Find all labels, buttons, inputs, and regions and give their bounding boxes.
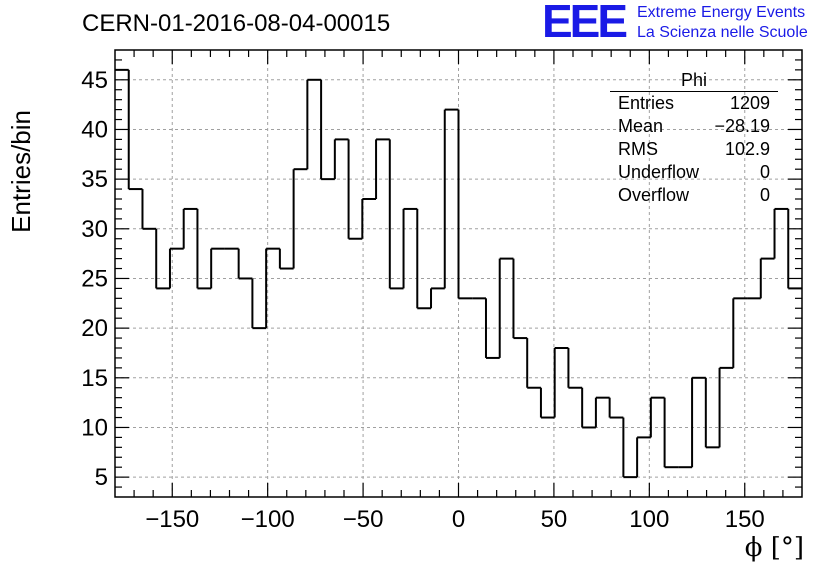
histogram-bin: [251, 278, 267, 330]
x-tick-label: −100: [241, 506, 295, 533]
stats-label: RMS: [618, 139, 658, 159]
histogram-bin: [663, 397, 679, 469]
histogram-bin: [622, 417, 638, 479]
histogram-bin: [567, 348, 583, 389]
histogram-bin: [196, 208, 212, 290]
histogram-bin: [636, 436, 651, 478]
histogram-bin: [168, 247, 184, 289]
histogram-bin: [141, 189, 157, 230]
histogram-bin: [443, 108, 459, 289]
histogram-bin: [278, 248, 294, 270]
stats-value: 0: [759, 185, 770, 205]
histogram-bin: [182, 207, 198, 249]
plot-title: CERN-01-2016-08-04-00015: [82, 10, 391, 37]
y-tick-label: 45: [81, 67, 108, 94]
stats-box: Phi Entries 1209 Mean −28.19 RMS 102.9 U…: [610, 70, 778, 207]
histogram-bin: [498, 257, 514, 358]
y-tick-label: 40: [81, 116, 108, 143]
stats-label: Underflow: [618, 162, 700, 182]
y-tick-label: 20: [81, 315, 108, 342]
stats-value: −28.19: [714, 116, 770, 136]
y-tick-label: 30: [81, 216, 108, 243]
x-tick-label: 150: [725, 506, 765, 533]
histogram-bin: [732, 297, 748, 368]
histogram-bin: [237, 248, 253, 280]
histogram-bin: [333, 138, 349, 180]
stats-value: 1209: [729, 93, 770, 113]
histogram-bin: [320, 79, 335, 181]
logo-line-1: Extreme Energy Events: [637, 4, 806, 21]
x-tick-label: −150: [145, 506, 199, 533]
histogram-bin: [649, 396, 665, 438]
stats-title: Phi: [610, 70, 778, 92]
histogram-bin: [718, 366, 734, 448]
histogram-bin: [512, 258, 528, 340]
y-axis-label: Entries/bin: [6, 110, 36, 233]
histogram-bin: [526, 338, 541, 389]
x-axis-label: ϕ [°]: [744, 533, 804, 563]
stats-label: Entries: [618, 93, 675, 113]
histogram-bin: [594, 396, 610, 428]
eee-logo: EEE: [542, 0, 628, 47]
stats-row-rms: RMS 102.9: [610, 138, 778, 161]
histogram-bin: [402, 207, 418, 289]
stats-row-mean: Mean −28.19: [610, 115, 778, 138]
histogram-bin: [361, 198, 377, 239]
histogram-bin: [210, 247, 225, 289]
logo-line-2: La Scienza nelle Scuole: [637, 24, 808, 41]
y-tick-label: 25: [81, 265, 108, 292]
stats-value: 0: [759, 162, 770, 182]
y-tick-label: 15: [81, 365, 108, 392]
y-tick-label: 5: [95, 464, 108, 491]
histogram-bin: [691, 376, 706, 468]
histogram-bin: [375, 138, 390, 199]
stats-row-entries: Entries 1209: [610, 92, 778, 115]
histogram-bin: [457, 109, 473, 300]
stats-label: Mean: [618, 116, 664, 136]
histogram-bin: [347, 139, 363, 240]
histogram-bin: [773, 207, 789, 259]
histogram-bin: [608, 397, 624, 419]
histogram-bin: [306, 78, 322, 170]
x-tick-label: 50: [541, 506, 568, 533]
histogram-bin: [430, 287, 445, 309]
histogram-bin: [484, 298, 500, 359]
y-tick-label: 10: [81, 414, 108, 441]
axis-ticks: [115, 50, 802, 497]
stats-label: Overflow: [618, 185, 690, 205]
tick-labels: −150 −100 −50 0 50 100 150 5 10 15 20 25 30 35 40 45: [81, 67, 764, 533]
histogram-bin: [388, 139, 404, 290]
x-tick-label: −50: [343, 506, 384, 533]
histogram-bin: [539, 387, 555, 419]
histogram-bin: [155, 228, 170, 290]
histogram-bin: [581, 387, 596, 429]
stats-value: 102.9: [724, 139, 770, 159]
x-tick-label: 0: [452, 506, 465, 533]
histogram-bin: [265, 247, 280, 329]
histogram-bin: [416, 208, 432, 310]
stats-row-overflow: Overflow 0: [610, 184, 778, 207]
x-tick-label: 100: [629, 506, 669, 533]
histogram-bin: [553, 347, 569, 418]
histogram-bin: [292, 168, 308, 269]
stats-row-underflow: Underflow 0: [610, 161, 778, 184]
histogram-bin: [759, 257, 775, 299]
y-tick-label: 35: [81, 166, 108, 193]
histogram-bin: [704, 377, 720, 449]
